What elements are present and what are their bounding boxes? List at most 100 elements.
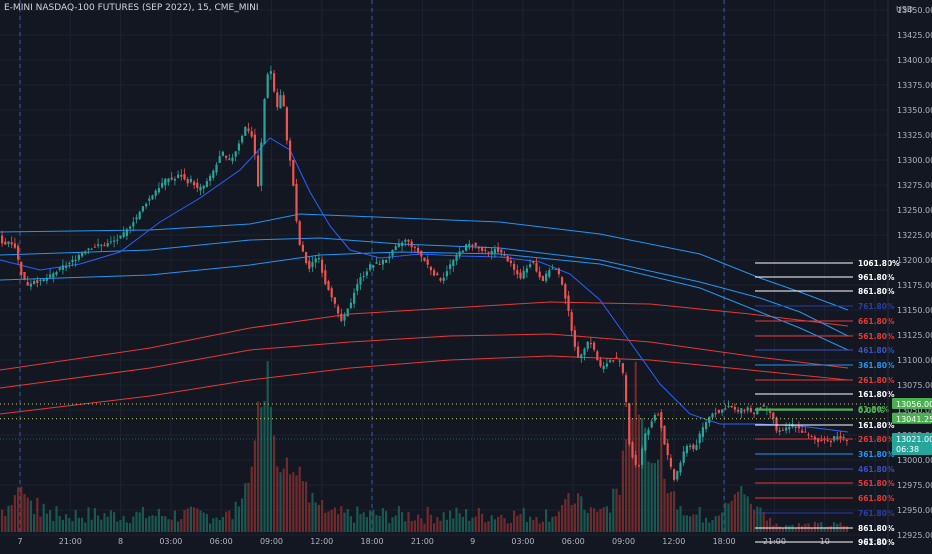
candle-body bbox=[679, 462, 682, 473]
candle-body bbox=[385, 260, 388, 263]
candle-body bbox=[106, 243, 109, 247]
candle-body bbox=[260, 142, 263, 186]
candle-body bbox=[423, 257, 426, 261]
time-axis-label: 03:00 bbox=[159, 537, 182, 546]
volume-bar bbox=[193, 507, 196, 532]
volume-bar bbox=[74, 510, 77, 532]
candle-body bbox=[733, 407, 736, 410]
volume-bar bbox=[148, 516, 151, 532]
volume-bar bbox=[340, 506, 343, 532]
volume-bar bbox=[311, 492, 314, 532]
candle-body bbox=[151, 195, 154, 200]
volume-bar bbox=[820, 522, 823, 532]
volume-bar bbox=[391, 517, 394, 532]
candle-body bbox=[333, 297, 336, 304]
volume-bar bbox=[484, 522, 487, 532]
candle-body bbox=[141, 206, 144, 212]
candle-body bbox=[157, 188, 160, 193]
candle-body bbox=[705, 422, 708, 429]
volume-bar bbox=[359, 514, 362, 532]
volume-bar bbox=[39, 516, 42, 532]
candle-body bbox=[817, 438, 820, 442]
candle-body bbox=[458, 251, 461, 257]
volume-bar bbox=[317, 504, 320, 532]
candle-body bbox=[730, 406, 733, 408]
candle-body bbox=[125, 229, 128, 236]
volume-bar bbox=[263, 400, 266, 532]
fib-zone bbox=[755, 409, 853, 411]
candle-body bbox=[452, 260, 455, 267]
volume-bar bbox=[596, 511, 599, 532]
fib-level-label: 161.80% bbox=[858, 421, 895, 430]
candle-body bbox=[637, 465, 640, 467]
volume-bar bbox=[308, 502, 311, 532]
candle-body bbox=[161, 183, 164, 188]
volume-bar bbox=[183, 510, 186, 532]
fib-level-label: 561.80% bbox=[858, 479, 895, 488]
volume-bar bbox=[353, 522, 356, 532]
volume-bar bbox=[500, 514, 503, 532]
candle-body bbox=[186, 179, 189, 184]
candle-body bbox=[615, 357, 618, 359]
candle-body bbox=[759, 407, 762, 409]
volume-bar bbox=[682, 515, 685, 532]
volume-bar bbox=[673, 491, 676, 532]
volume-bar bbox=[647, 461, 650, 532]
volume-bar bbox=[10, 504, 13, 532]
volume-bar bbox=[621, 450, 624, 532]
volume-bar bbox=[81, 517, 84, 532]
price-axis-label: 13275.00 bbox=[897, 181, 932, 190]
price-axis-label: 13150.00 bbox=[897, 306, 932, 315]
candle-body bbox=[401, 242, 404, 247]
candle-body bbox=[225, 155, 228, 158]
volume-bar bbox=[58, 515, 61, 532]
volume-bar bbox=[301, 480, 304, 532]
volume-bar bbox=[333, 507, 336, 532]
candle-body bbox=[52, 273, 55, 278]
volume-bar bbox=[17, 487, 20, 532]
volume-bar bbox=[589, 507, 592, 532]
candle-body bbox=[29, 283, 32, 287]
volume-bar bbox=[196, 508, 199, 532]
volume-bar bbox=[503, 518, 506, 532]
volume-bar bbox=[759, 507, 762, 532]
candle-body bbox=[506, 256, 509, 262]
volume-bar bbox=[564, 499, 567, 532]
volume-bar bbox=[1, 509, 4, 532]
volume-bar bbox=[365, 516, 368, 532]
volume-bar bbox=[468, 520, 471, 532]
candle-body bbox=[644, 433, 647, 451]
candle-body bbox=[477, 247, 480, 249]
candle-body bbox=[695, 444, 698, 450]
price-label-box bbox=[892, 412, 932, 424]
volume-bar bbox=[423, 523, 426, 532]
price-axis-label: 13125.00 bbox=[897, 331, 932, 340]
volume-bar bbox=[410, 520, 413, 532]
candle-body bbox=[711, 413, 714, 418]
candle-body bbox=[769, 411, 772, 413]
price-axis-label: 13300.00 bbox=[897, 156, 932, 165]
candle-body bbox=[289, 140, 292, 161]
volume-bar bbox=[753, 509, 756, 532]
volume-bar bbox=[663, 478, 666, 532]
volume-bar bbox=[167, 519, 170, 532]
candle-body bbox=[145, 203, 148, 207]
candle-body bbox=[807, 434, 810, 436]
fib-level-label: 261.80% bbox=[858, 435, 895, 444]
volume-bar bbox=[455, 507, 458, 532]
candle-body bbox=[4, 241, 7, 245]
volume-bar bbox=[375, 514, 378, 532]
volume-bar bbox=[305, 481, 308, 532]
candle-body bbox=[113, 240, 116, 242]
candle-body bbox=[625, 375, 628, 402]
price-axis-label: 13075.00 bbox=[897, 381, 932, 390]
volume-bar bbox=[205, 514, 208, 532]
candle-body bbox=[391, 250, 394, 256]
fib-level-label: 161.80% bbox=[858, 390, 895, 399]
candle-body bbox=[746, 407, 749, 411]
price-axis-label: 12950.00 bbox=[897, 506, 932, 515]
candle-body bbox=[311, 262, 314, 268]
